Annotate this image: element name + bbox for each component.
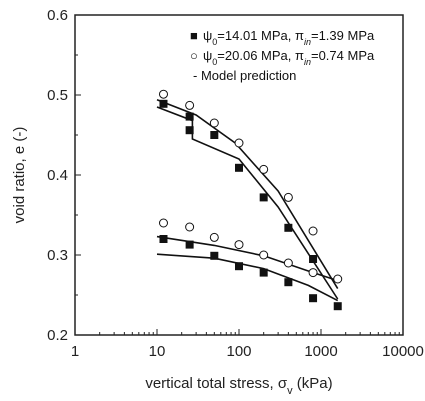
data-point-square (309, 255, 318, 263)
data-point-circle (259, 164, 269, 174)
y-tick-label: 0.6 (47, 7, 68, 24)
legend-entry-series-1: ψ0=14.01 MPa, πin=1.39 MPa (203, 28, 375, 47)
data-point-circle (283, 258, 293, 268)
data-point-square (159, 235, 168, 243)
data-point-circle (185, 100, 195, 110)
x-tick-label: 1 (71, 343, 79, 360)
x-tick-label: 1000 (304, 343, 337, 360)
y-tick-label: 0.2 (47, 327, 68, 344)
data-point-circle (234, 138, 244, 148)
data-point-circle (283, 192, 293, 202)
data-point-circle (158, 89, 168, 99)
x-axis-title: vertical total stress, σv (kPa) (145, 375, 332, 397)
data-point-square (159, 99, 168, 108)
y-axis-title: void ratio, e (-) (11, 127, 28, 224)
data-point-square (185, 240, 194, 249)
data-point-square (210, 131, 219, 139)
y-tick-label: 0.4 (47, 167, 68, 184)
data-point-square (259, 193, 268, 202)
data-point-circle (259, 250, 269, 260)
data-point-circle (234, 240, 244, 250)
x-tick-label: 10 (149, 343, 166, 360)
data-point-circle (158, 218, 168, 228)
data-point-square (333, 302, 342, 311)
plot-area-frame (74, 14, 404, 336)
data-point-circle (308, 226, 318, 236)
y-tick-label: 0.5 (47, 87, 68, 104)
legend-entry-model-prediction: - Model prediction (193, 68, 296, 83)
data-point-square (309, 294, 318, 303)
legend-symbol-filled-square: ■ (190, 28, 198, 43)
data-point-square (284, 223, 293, 232)
legend-symbol-open-circle: ○ (190, 48, 198, 63)
data-point-square (235, 163, 243, 172)
data-point-square (210, 251, 219, 260)
y-tick-label: 0.3 (47, 247, 68, 264)
legend: ■ ψ0=14.01 MPa, πin=1.39 MPa ○ ψ0=20.06 … (190, 28, 375, 83)
x-tick-label: 100 (226, 343, 251, 360)
data-point-square (185, 126, 194, 135)
data-point-circle (308, 268, 318, 278)
data-point-square (235, 262, 243, 271)
data-point-square (284, 278, 293, 287)
data-point-circle (333, 274, 343, 284)
data-point-circle (185, 222, 195, 232)
data-point-circle (209, 232, 219, 242)
data-point-circle (209, 118, 219, 128)
data-point-square (259, 268, 268, 277)
legend-entry-series-2: ψ0=20.06 MPa, πin=0.74 MPa (203, 48, 375, 67)
data-point-square (185, 112, 194, 121)
x-tick-label: 10000 (382, 343, 424, 360)
